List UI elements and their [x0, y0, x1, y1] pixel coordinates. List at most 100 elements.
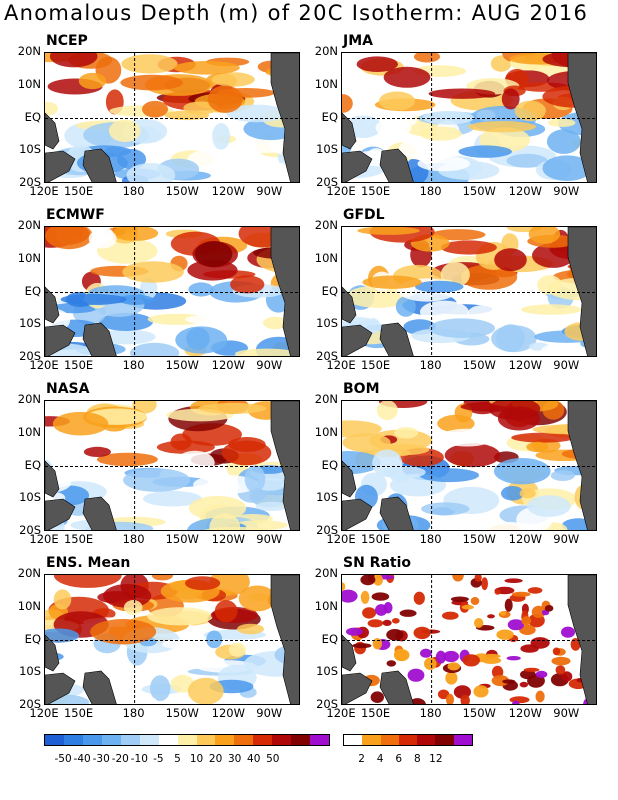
contour-blob: [467, 305, 496, 323]
contour-blob: [60, 293, 127, 305]
contour-blob: [226, 104, 287, 123]
contour-blob: [476, 109, 496, 121]
lon-label: 120E: [29, 532, 59, 546]
contour-blob: [446, 693, 454, 704]
contour-blob: [514, 100, 546, 121]
contour-blob: [194, 241, 233, 268]
contour-blob: [413, 53, 441, 63]
lat-label: 10N: [314, 598, 338, 613]
colorbar-swatch: [63, 735, 83, 745]
contour-blob: [488, 401, 541, 420]
contour-blob: [460, 694, 470, 704]
snr-colorbar: [343, 734, 473, 746]
lon-label: 150E: [360, 184, 391, 198]
colorbar-swatch: [380, 735, 399, 745]
contour-blob: [90, 619, 157, 645]
contour-blob: [342, 582, 346, 591]
map-panel: [341, 52, 597, 183]
lon-label: 180: [122, 184, 145, 198]
lat-label: 20N: [314, 218, 338, 232]
contour-blob: [506, 656, 521, 661]
map-panel: [341, 226, 597, 357]
land-mass: [45, 112, 60, 150]
colorbar-label: -10: [130, 753, 148, 765]
contour-blob: [211, 72, 255, 87]
contour-blob: [206, 630, 223, 649]
contour-blob: [187, 149, 236, 169]
contour-blob: [187, 677, 224, 704]
contour-blob: [440, 262, 470, 288]
contour-blob: [462, 654, 480, 667]
colorbar-label: -20: [111, 753, 129, 765]
colorbar-label: 30: [227, 753, 242, 765]
contour-blob: [487, 614, 495, 619]
colorbar-label: 6: [395, 753, 403, 765]
lon-label: 90W: [256, 184, 283, 198]
lon-label: 150W: [165, 184, 199, 198]
lon-label: 120E: [326, 532, 356, 546]
lat-label: 10N: [314, 424, 338, 439]
lat-label: EQ: [321, 631, 338, 646]
contour-blob: [244, 465, 266, 493]
contour-blob: [570, 638, 581, 651]
colorbar-label: 10: [189, 753, 204, 765]
contour-blob: [147, 607, 213, 626]
panel-title: ECMWF: [46, 207, 105, 223]
contour-blob: [519, 488, 536, 499]
contour-blob: [362, 275, 422, 289]
lon-label: 150E: [63, 358, 94, 372]
contour-blob: [383, 602, 393, 614]
contour-blob: [521, 304, 582, 315]
contour-blob: [371, 592, 390, 601]
lat-label: 20S: [316, 523, 338, 537]
contour-blob: [382, 619, 392, 626]
contour-blob: [99, 312, 154, 331]
contour-blob: [96, 452, 158, 467]
lat-label: 10S: [19, 490, 41, 505]
contour-blob: [523, 667, 540, 672]
contour-blob: [494, 589, 501, 595]
contour-blob: [383, 66, 431, 88]
contour-blob: [509, 696, 530, 704]
panel-title: ENS. Mean: [46, 555, 131, 571]
lon-label: 150E: [63, 706, 94, 720]
lon-label: 90W: [553, 184, 580, 198]
land-mass: [342, 460, 357, 498]
lon-label: 180: [419, 706, 442, 720]
contour-blob: [544, 605, 554, 612]
contour-blob: [360, 575, 376, 586]
lon-label: 150W: [462, 184, 496, 198]
lat-label: EQ: [24, 631, 41, 646]
contour-blob: [123, 600, 143, 615]
lat-label: EQ: [24, 283, 41, 298]
lat-label: 20S: [19, 175, 41, 189]
contour-blob: [376, 401, 398, 421]
colorbar-swatch: [82, 735, 102, 745]
colorbar-label: 40: [247, 753, 261, 765]
contour-blob: [356, 56, 398, 72]
lat-label: EQ: [24, 457, 41, 472]
contour-blob: [372, 449, 403, 478]
lon-label: 150W: [165, 358, 199, 372]
colorbar-label: 20: [208, 753, 223, 765]
panel-title: JMA: [343, 33, 373, 49]
contour-blob: [360, 590, 370, 604]
land-mass: [82, 322, 117, 356]
contour-blob: [474, 575, 482, 582]
contour-blob: [198, 402, 267, 414]
contour-blob: [496, 324, 525, 352]
contour-blob: [439, 428, 495, 447]
contour-blob: [550, 470, 575, 481]
lon-label: 90W: [256, 532, 283, 546]
lat-label: 10N: [17, 424, 41, 439]
contour-blob: [429, 318, 495, 338]
contour-blob: [407, 668, 425, 682]
land-mass: [45, 634, 60, 672]
lon-label: 150W: [462, 358, 496, 372]
map-panel: [341, 400, 597, 531]
lat-label: 10S: [316, 142, 338, 157]
lat-label: 10N: [314, 250, 338, 265]
land-mass: [567, 227, 596, 356]
contour-blob: [440, 240, 497, 255]
contour-blob: [185, 576, 221, 591]
